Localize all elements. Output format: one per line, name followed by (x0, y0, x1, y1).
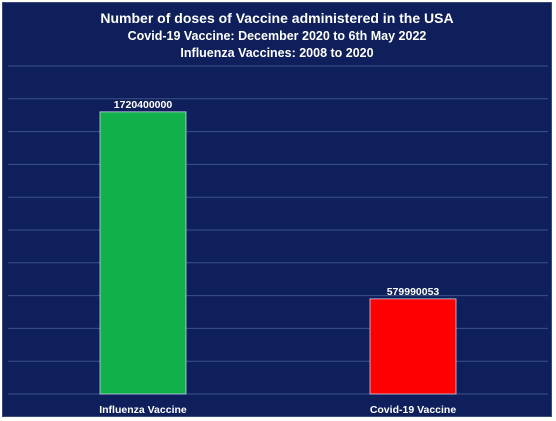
bar (369, 298, 457, 395)
chart-title: Number of doses of Vaccine administered … (100, 10, 454, 26)
chart-frame: Number of doses of Vaccine administered … (2, 2, 552, 417)
title-block: Number of doses of Vaccine administered … (3, 9, 551, 62)
bar (99, 111, 187, 395)
data-label: 579990053 (387, 286, 440, 298)
data-label: 1720400000 (114, 99, 173, 111)
x-tick-label: Influenza Vaccine (99, 404, 187, 416)
chart-subtitle-1: Covid-19 Vaccine: December 2020 to 6th M… (127, 29, 427, 43)
chart-subtitle-2: Influenza Vaccines: 2008 to 2020 (180, 46, 374, 60)
x-tick-label: Covid-19 Vaccine (370, 404, 457, 416)
